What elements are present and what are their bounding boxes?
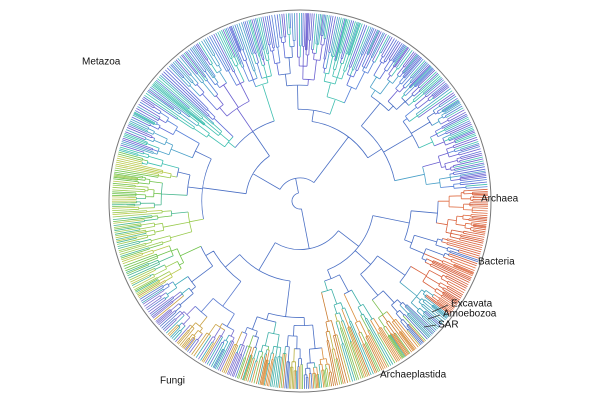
branches: [142, 290, 248, 377]
branches: [399, 281, 450, 339]
branches: [240, 292, 413, 389]
branches: [118, 12, 488, 187]
label-pointer: [431, 304, 449, 313]
clade-label: Archaea: [481, 194, 519, 205]
phylogenetic-tree: [111, 12, 489, 390]
clade-label: Amoebozoa: [443, 309, 497, 320]
label-pointer: [427, 314, 441, 320]
branches: [431, 192, 488, 313]
outer-ring: [108, 9, 492, 393]
branches: [139, 281, 248, 378]
branches: [112, 167, 204, 296]
branches: [288, 313, 421, 390]
branches: [236, 299, 426, 390]
branches: [122, 12, 488, 186]
branches: [111, 155, 182, 299]
branches: [137, 280, 243, 374]
branches: [244, 293, 425, 389]
label-pointer: [423, 324, 437, 328]
branches: [423, 188, 489, 315]
clade-label: Bacteria: [478, 257, 515, 268]
branches: [135, 13, 488, 189]
clade-label: Fungi: [160, 376, 185, 387]
clade-label: Excavata: [451, 299, 493, 310]
branches: [111, 182, 189, 293]
clade-label: Metazoa: [82, 57, 121, 68]
branches: [242, 280, 406, 390]
branches: [141, 276, 241, 370]
clade-label: SAR: [438, 320, 459, 331]
branches: [410, 190, 489, 297]
clade-label: Archaeplastida: [380, 370, 447, 381]
branches: [159, 46, 479, 390]
